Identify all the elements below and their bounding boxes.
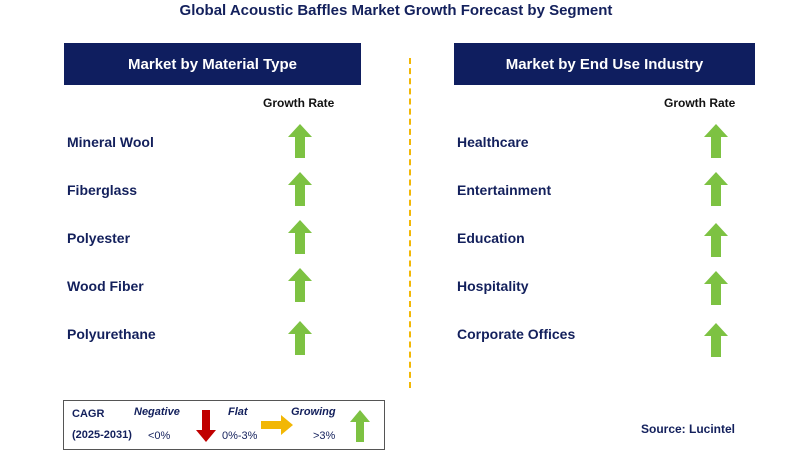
page-title: Global Acoustic Baffles Market Growth Fo… bbox=[179, 2, 613, 19]
material-growth-rate-header: Growth Rate bbox=[263, 96, 335, 110]
industry-row-label: Education bbox=[457, 230, 525, 246]
up-arrow-icon bbox=[350, 410, 370, 442]
legend-growing-label: Growing bbox=[291, 406, 336, 418]
up-arrow-icon bbox=[288, 268, 312, 302]
up-arrow-icon bbox=[288, 321, 312, 355]
up-arrow-icon bbox=[704, 271, 728, 305]
legend-flat-range: 0%-3% bbox=[222, 430, 258, 442]
panel-divider bbox=[409, 58, 411, 388]
up-arrow-icon bbox=[288, 124, 312, 158]
industry-row-label: Hospitality bbox=[457, 278, 529, 294]
legend-growing-range: >3% bbox=[313, 430, 336, 442]
down-arrow-icon bbox=[196, 410, 216, 442]
cagr-legend: CAGR (2025-2031) Negative <0% Flat 0%-3%… bbox=[63, 400, 385, 450]
legend-negative-range: <0% bbox=[148, 430, 171, 442]
up-arrow-icon bbox=[704, 223, 728, 257]
end-use-industry-header: Market by End Use Industry bbox=[454, 43, 755, 85]
legend-period: (2025-2031) bbox=[72, 429, 132, 441]
material-row-label: Wood Fiber bbox=[67, 278, 144, 294]
material-row-label: Polyurethane bbox=[67, 326, 156, 342]
up-arrow-icon bbox=[704, 124, 728, 158]
up-arrow-icon bbox=[704, 323, 728, 357]
material-row-label: Fiberglass bbox=[67, 182, 138, 198]
industry-growth-rate-header: Growth Rate bbox=[664, 96, 736, 110]
industry-row-label: Healthcare bbox=[457, 134, 529, 150]
industry-row-label: Corporate Offices bbox=[457, 326, 576, 342]
industry-row-label: Entertainment bbox=[457, 182, 552, 198]
up-arrow-icon bbox=[288, 172, 312, 206]
legend-negative-label: Negative bbox=[134, 406, 180, 418]
legend-flat-label: Flat bbox=[228, 406, 248, 418]
material-row-label: Polyester bbox=[67, 230, 131, 246]
up-arrow-icon bbox=[288, 220, 312, 254]
material-row-label: Mineral Wool bbox=[67, 134, 154, 150]
source-note: Source: Lucintel bbox=[641, 422, 736, 436]
legend-cagr-label: CAGR bbox=[72, 408, 105, 420]
right-arrow-icon bbox=[261, 415, 293, 435]
material-type-header: Market by Material Type bbox=[64, 43, 361, 85]
up-arrow-icon bbox=[704, 172, 728, 206]
